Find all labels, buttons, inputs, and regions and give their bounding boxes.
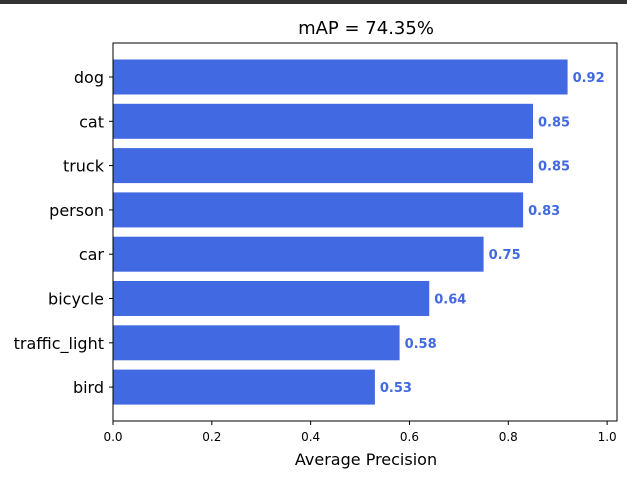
x-tick-label: 0.2 (202, 430, 221, 444)
y-tick-label-traffic-light: traffic_light (14, 334, 104, 354)
y-tick-label-cat: cat (79, 112, 104, 131)
value-label-traffic-light: 0.58 (405, 337, 437, 352)
x-tick-label: 0.0 (103, 430, 122, 444)
y-tick-labels: dog cat truck person car bicycle traffic_light… (14, 68, 113, 397)
value-label-bird: 0.53 (380, 381, 412, 396)
bars-group: 0.92 0.85 0.85 0.83 0.75 0.64 0.58 0.53 (113, 59, 605, 405)
y-tick-label-bird: bird (73, 378, 104, 397)
bar-bird (113, 369, 375, 405)
bar-cat (113, 103, 533, 139)
x-axis-label: Average Precision (295, 450, 437, 469)
x-tick-label: 0.4 (301, 430, 320, 444)
bar-bicycle (113, 281, 430, 316)
bar-truck (113, 148, 533, 184)
bar-traffic-light (113, 325, 400, 361)
y-tick-label-car: car (79, 245, 105, 264)
y-tick-label-bicycle: bicycle (48, 290, 104, 309)
value-label-cat: 0.85 (538, 115, 570, 130)
bar-dog (113, 59, 568, 95)
value-label-car: 0.75 (489, 248, 521, 263)
value-label-truck: 0.85 (538, 160, 570, 175)
y-tick-label-person: person (49, 201, 104, 220)
bar-car (113, 236, 484, 272)
y-tick-label-dog: dog (74, 68, 104, 87)
y-tick-label-truck: truck (63, 157, 105, 176)
plot-frame (112, 42, 618, 422)
x-tick-label: 0.8 (499, 430, 518, 444)
chart-title: mAP = 74.35% (298, 18, 434, 39)
value-label-person: 0.83 (528, 204, 560, 219)
x-tick-label: 0.6 (400, 430, 419, 444)
window-top-bar (0, 0, 627, 4)
bar-person (113, 192, 524, 228)
x-tick-label: 1.0 (598, 430, 617, 444)
value-label-bicycle: 0.64 (434, 293, 466, 308)
value-label-dog: 0.92 (573, 71, 605, 86)
x-ticks: 0.0 0.2 0.4 0.6 0.8 1.0 (103, 421, 617, 444)
